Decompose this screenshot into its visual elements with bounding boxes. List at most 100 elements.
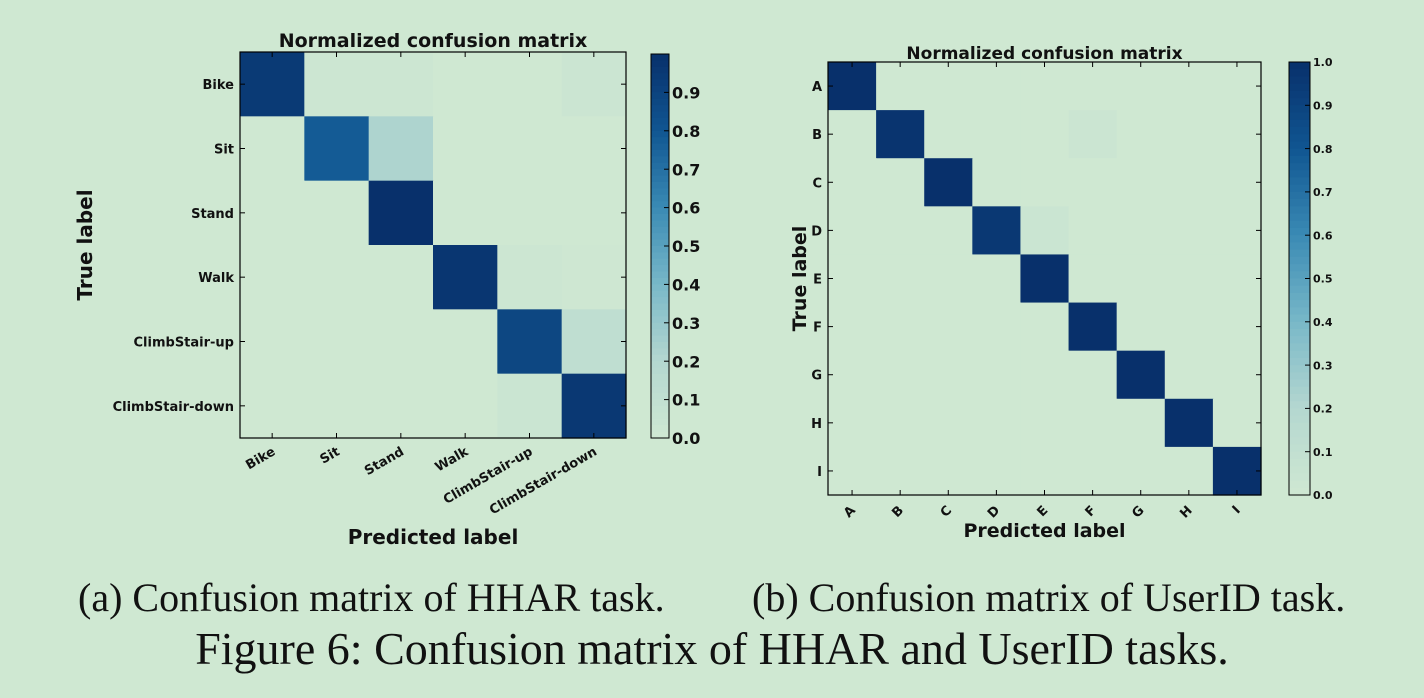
- colorbar-tick-label: 0.7: [672, 160, 700, 179]
- colorbar-segment: [651, 342, 669, 349]
- heatmap-cell: [433, 116, 498, 182]
- colorbar-segment: [1289, 466, 1310, 474]
- x-tick-label: H: [1177, 503, 1195, 521]
- colorbar-segment: [651, 406, 669, 413]
- heatmap-cell: [1116, 62, 1166, 111]
- heatmap-cell: [1068, 302, 1118, 352]
- colorbar-tick-label: 0.8: [1313, 143, 1333, 156]
- heatmap-cell: [1212, 398, 1262, 448]
- heatmap-cell: [972, 206, 1022, 256]
- heatmap-cell: [1212, 62, 1262, 111]
- colorbar-segment: [651, 73, 669, 81]
- colorbar-segment: [651, 111, 669, 119]
- colorbar-segment: [1289, 379, 1310, 388]
- colorbar-segment: [1289, 220, 1310, 229]
- colorbar-tick-label: 0.1: [672, 391, 700, 410]
- heatmap-cell: [972, 62, 1022, 111]
- heatmap-cell: [1212, 254, 1262, 304]
- heatmap-cell: [1020, 398, 1070, 448]
- colorbar-segment: [651, 425, 669, 433]
- y-tick-label: C: [812, 176, 822, 191]
- heatmap-cell: [497, 309, 563, 375]
- colorbar-tick-label: 0.5: [672, 237, 700, 256]
- x-tick-label: Walk: [433, 444, 472, 475]
- heatmap-cell: [433, 52, 498, 117]
- colorbar-segment: [651, 86, 669, 93]
- colorbar-segment: [1289, 199, 1310, 207]
- colorbar-segment: [1289, 256, 1310, 265]
- heatmap-cell: [368, 116, 434, 182]
- colorbar-segment: [1289, 307, 1310, 316]
- colorbar-segment: [651, 258, 669, 266]
- colorbar-segment: [1289, 264, 1310, 272]
- chart-a: Bike Bike Sit Sit Stand Stand Walk Walk ClimbSta…: [73, 30, 700, 549]
- colorbar-segment: [651, 297, 669, 305]
- colorbar-segment: [1289, 300, 1310, 308]
- heatmap-cell: [497, 116, 563, 182]
- colorbar-segment: [651, 278, 669, 285]
- y-tick-label: ClimbStair-up: [134, 336, 234, 351]
- colorbar-segment: [651, 137, 669, 145]
- x-tick-label: Stand: [362, 444, 407, 478]
- heatmap-cell: [924, 398, 973, 448]
- heatmap-cell: [1212, 110, 1262, 159]
- y-tick-label: G: [811, 369, 822, 384]
- colorbar-segment: [1289, 134, 1310, 142]
- colorbar-tick-label: 0.6: [672, 199, 700, 218]
- x-tick-label: A: [841, 503, 859, 521]
- heatmap-cell: [1164, 110, 1214, 159]
- y-tick-label: Walk: [198, 271, 234, 286]
- colorbar-segment: [1289, 444, 1310, 453]
- colorbar-segment: [1289, 62, 1310, 70]
- x-tick-label: B: [889, 503, 907, 521]
- x-tick-label: G: [1129, 503, 1147, 521]
- x-tick-label: Sit: [318, 444, 343, 467]
- heatmap-cell: [1020, 62, 1070, 111]
- colorbar-segment: [1289, 292, 1310, 301]
- heatmap-cell: [1164, 398, 1214, 448]
- heatmap-cell: [1212, 302, 1262, 352]
- heatmap-cell: [828, 302, 877, 352]
- x-axis-label: Predicted label: [348, 525, 519, 549]
- heatmap-cell: [876, 206, 925, 256]
- heatmap-cell: [1116, 398, 1166, 448]
- colorbar-segment: [1289, 437, 1310, 446]
- heatmap-cell: [304, 245, 370, 310]
- y-tick-label: ClimbStair-down: [113, 400, 234, 415]
- colorbar-segment: [1289, 357, 1310, 366]
- y-tick-label: I: [817, 465, 822, 480]
- colorbar-segment: [651, 207, 669, 215]
- heatmap-cell: [876, 350, 925, 400]
- colorbar-segment: [651, 169, 669, 177]
- heatmap-cell: [972, 446, 1022, 496]
- heatmap-cell: [1116, 110, 1166, 159]
- heatmap-cell: [1164, 302, 1214, 352]
- heatmap-cell: [972, 158, 1022, 207]
- colorbar-segment: [1289, 480, 1310, 489]
- colorbar-segment: [1289, 393, 1310, 402]
- y-tick-label: Bike: [203, 78, 235, 93]
- colorbar-segment: [1289, 336, 1310, 345]
- colorbar-segment: [1289, 69, 1310, 78]
- colorbar-tick-label: 0.4: [1313, 316, 1333, 329]
- heatmap-cell: [828, 398, 877, 448]
- colorbar-segment: [1289, 408, 1310, 417]
- figure-caption: Figure 6: Confusion matrix of HHAR and U…: [195, 623, 1229, 674]
- heatmap-cell: [240, 52, 305, 117]
- heatmap-cell: [368, 180, 434, 246]
- heatmap-cell: [1068, 350, 1118, 400]
- colorbar-tick-label: 0.0: [672, 429, 700, 448]
- colorbar-segment: [1289, 451, 1310, 460]
- heatmap-cell: [876, 398, 925, 448]
- y-tick-label: Sit: [214, 143, 234, 158]
- colorbar-segment: [651, 367, 669, 375]
- heatmap-cell: [924, 158, 973, 207]
- y-tick-label: F: [813, 321, 822, 336]
- heatmap-cell: [828, 110, 877, 159]
- heatmap-cell: [1020, 350, 1070, 400]
- colorbar-segment: [1289, 76, 1310, 85]
- colorbar-segment: [1289, 83, 1310, 92]
- colorbar-segment: [651, 252, 669, 260]
- heatmap-cell: [828, 350, 877, 400]
- colorbar: 0.0 0.1 0.2 0.3 0.4 0.5 0.6 0.7 0.8 0.9 1.0: [1288, 56, 1333, 502]
